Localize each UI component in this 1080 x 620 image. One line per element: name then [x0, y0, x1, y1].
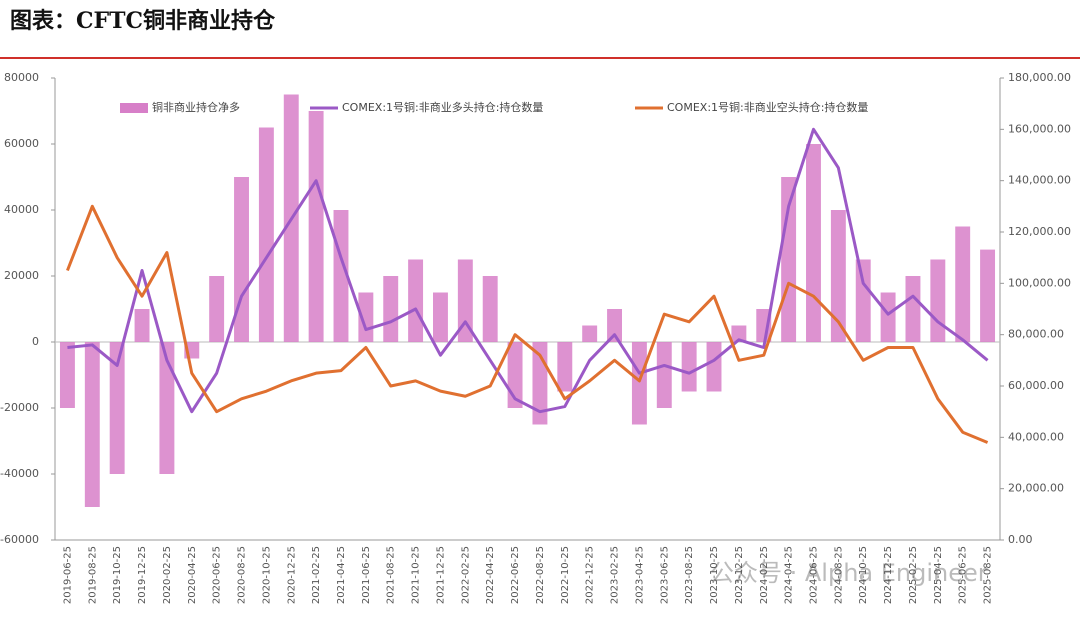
bar [656, 342, 672, 408]
bar [159, 342, 175, 474]
y2-tick-label: 100,000.00 [1008, 276, 1071, 289]
x-tick-label: 2022-02-25 [460, 546, 471, 604]
bar [955, 226, 971, 342]
x-tick-label: 2020-08-25 [237, 546, 248, 604]
bar [855, 259, 871, 342]
x-tick-label: 2025-02-25 [908, 546, 919, 604]
x-tick-label: 2025-08-25 [983, 546, 994, 604]
bar [880, 292, 896, 342]
x-tick-label: 2022-10-25 [560, 546, 571, 604]
x-tick-label: 2023-04-25 [634, 546, 645, 604]
x-tick-label: 2021-12-25 [435, 546, 446, 604]
x-tick-label: 2020-12-25 [286, 546, 297, 604]
x-tick-label: 2023-10-25 [709, 546, 720, 604]
x-tick-label: 2021-04-25 [336, 546, 347, 604]
bar [457, 259, 473, 342]
x-tick-label: 2024-02-25 [759, 546, 770, 604]
y2-tick-label: 60,000.00 [1008, 379, 1064, 392]
line [66, 204, 989, 444]
bar [905, 276, 921, 342]
bar [408, 259, 424, 342]
bar [731, 325, 747, 342]
bar [482, 276, 498, 342]
bar [681, 342, 697, 392]
x-tick-label: 2020-10-25 [261, 546, 272, 604]
y-tick-label: 20000 [4, 269, 39, 282]
x-tick-label: 2019-08-25 [87, 546, 98, 604]
x-tick-label: 2019-06-25 [62, 546, 73, 604]
x-tick-label: 2020-06-25 [212, 546, 223, 604]
x-tick-label: 2021-02-25 [311, 546, 322, 604]
bar [308, 111, 324, 342]
bar [582, 325, 598, 342]
x-tick-label: 2021-10-25 [411, 546, 422, 604]
bar [930, 259, 946, 342]
y2-tick-label: 40,000.00 [1008, 430, 1064, 443]
bar [84, 342, 100, 507]
x-tick-label: 2022-06-25 [510, 546, 521, 604]
x-tick-label: 2020-04-25 [187, 546, 198, 604]
x-tick-label: 2023-02-25 [610, 546, 621, 604]
y2-tick-label: 0.00 [1008, 533, 1033, 546]
bar [806, 144, 821, 342]
x-tick-label: 2023-12-25 [734, 546, 745, 604]
x-tick-label: 2024-06-25 [808, 546, 819, 604]
x-tick-label: 2024-12-25 [883, 546, 894, 604]
legend-label: COMEX:1号铜:非商业多头持仓:持仓数量 [342, 100, 543, 114]
x-tick-label: 2024-10-25 [858, 546, 869, 604]
x-tick-label: 2021-08-25 [386, 546, 397, 604]
bar [607, 309, 622, 342]
y-tick-label: 0 [32, 335, 39, 348]
bar [631, 342, 647, 425]
chart-title: 图表：CFTC铜非商业持仓 [10, 8, 276, 34]
y-tick-label: -20000 [0, 401, 39, 414]
bar [781, 177, 797, 342]
bar [557, 342, 573, 392]
bar [383, 276, 399, 342]
x-tick-label: 2022-08-25 [535, 546, 546, 604]
x-tick-label: 2022-12-25 [585, 546, 596, 604]
x-tick-label: 2019-12-25 [137, 546, 148, 604]
legend-label: COMEX:1号铜:非商业空头持仓:持仓数量 [667, 100, 868, 114]
bar [433, 292, 448, 342]
legend-swatch [120, 103, 148, 113]
y-tick-label: 40000 [4, 203, 39, 216]
y2-tick-label: 140,000.00 [1008, 174, 1071, 187]
legend-label: 铜非商业持仓净多 [152, 100, 240, 114]
bar [234, 177, 249, 342]
bar [59, 342, 75, 408]
x-tick-label: 2021-06-25 [361, 546, 372, 604]
y2-tick-label: 120,000.00 [1008, 225, 1071, 238]
x-tick-label: 2022-04-25 [485, 546, 496, 604]
x-tick-label: 2024-04-25 [784, 546, 795, 604]
bar [258, 127, 274, 342]
bar [209, 276, 225, 342]
x-tick-label: 2025-06-25 [958, 546, 969, 604]
x-tick-label: 2023-06-25 [659, 546, 670, 604]
bar [134, 309, 150, 342]
bar [830, 210, 846, 342]
x-tick-label: 2023-08-25 [684, 546, 695, 604]
bar [980, 249, 996, 342]
watermark: 公众号 · Alpha Engineer [710, 559, 988, 587]
bar [706, 342, 722, 392]
x-tick-label: 2020-02-25 [162, 546, 173, 604]
y2-tick-label: 20,000.00 [1008, 482, 1064, 495]
x-tick-label: 2024-08-25 [833, 546, 844, 604]
x-tick-label: 2019-10-25 [112, 546, 123, 604]
y-tick-label: -60000 [0, 533, 39, 546]
y2-tick-label: 160,000.00 [1008, 122, 1071, 135]
y-tick-label: 80000 [4, 71, 39, 84]
bar [109, 342, 125, 474]
y2-tick-label: 180,000.00 [1008, 71, 1071, 84]
y-tick-label: -40000 [0, 467, 39, 480]
x-tick-label: 2025-04-25 [933, 546, 944, 604]
line [67, 127, 989, 414]
y-tick-label: 60000 [4, 137, 39, 150]
y2-tick-label: 80,000.00 [1008, 328, 1064, 341]
